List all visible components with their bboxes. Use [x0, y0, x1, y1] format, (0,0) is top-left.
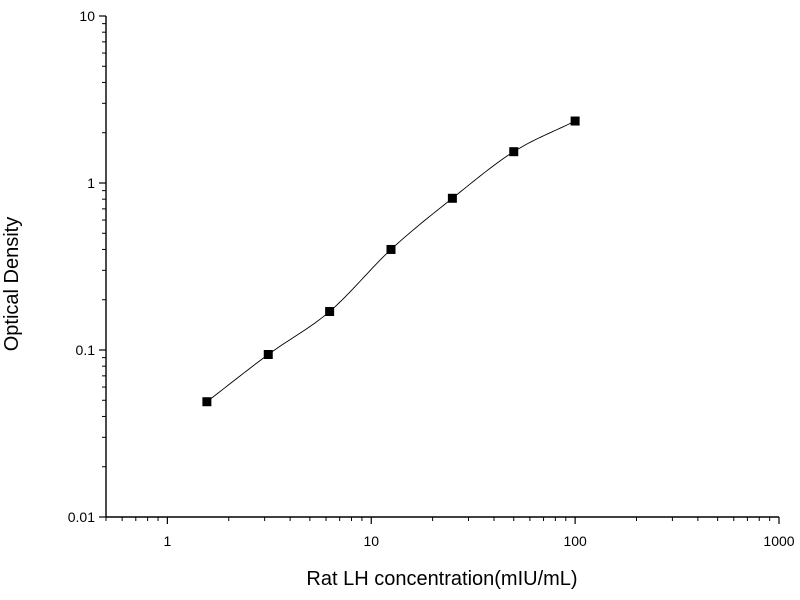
x-tick-label: 10	[363, 533, 379, 549]
x-tick-label: 1	[163, 533, 171, 549]
data-point	[263, 349, 273, 359]
data-point	[202, 397, 212, 407]
data-point	[447, 193, 457, 203]
data-point	[386, 244, 396, 254]
y-axis-label: Optical Density	[1, 217, 23, 352]
x-tick-label: 1000	[763, 533, 794, 549]
y-tick-label: 0.1	[76, 342, 96, 358]
axes: 1 10 100 1000 0.01 0.1 1 10	[68, 8, 795, 549]
data-point	[325, 307, 335, 317]
plot-area	[202, 116, 580, 407]
y-tick-label: 10	[79, 8, 95, 24]
x-tick-label: 100	[563, 533, 587, 549]
y-tick-label: 1	[87, 175, 95, 191]
y-tick-label: 0.01	[68, 509, 95, 525]
data-point	[570, 116, 580, 126]
x-axis-label: Rat LH concentration(mIU/mL)	[306, 568, 577, 590]
data-point	[509, 147, 519, 157]
